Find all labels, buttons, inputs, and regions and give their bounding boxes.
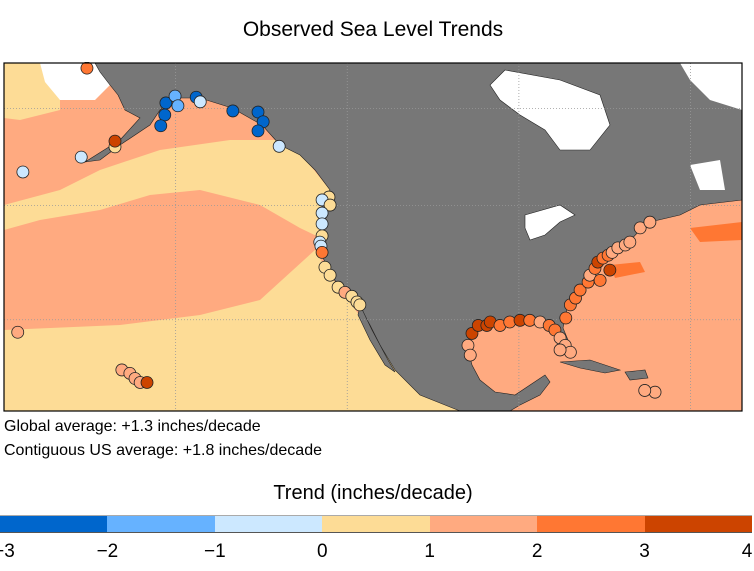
station-marker — [315, 217, 329, 231]
station-marker — [603, 263, 617, 277]
arctic-ice — [40, 63, 110, 100]
hispaniola — [624, 369, 649, 381]
station-marker — [16, 165, 30, 179]
legend-tick-label: 3 — [639, 541, 650, 562]
baja-california — [357, 304, 396, 373]
ocean-high-trend-zone — [610, 262, 645, 278]
legend-swatch — [0, 515, 108, 533]
station-marker — [463, 348, 477, 362]
station-marker — [593, 273, 607, 287]
station-marker — [559, 311, 573, 325]
station-marker — [553, 343, 567, 357]
station-marker — [193, 95, 207, 109]
station-marker — [80, 62, 94, 75]
station-marker — [158, 108, 172, 122]
ocean-high-trend-zone — [690, 222, 742, 242]
station-marker — [573, 283, 587, 297]
legend-swatch — [322, 515, 430, 533]
station-marker — [315, 246, 329, 259]
station-marker — [140, 376, 154, 389]
legend-title: Trend (inches/decade) — [273, 482, 473, 504]
legend-tick-label: −1 — [204, 541, 226, 562]
legend-swatch — [537, 515, 645, 533]
ocean-low-trend-zone — [4, 140, 330, 240]
station-marker — [11, 325, 25, 339]
cuba — [559, 359, 622, 374]
legend-tick-label: −2 — [96, 541, 119, 562]
station-marker — [272, 139, 286, 153]
station-marker — [323, 198, 337, 212]
station-marker — [171, 99, 185, 113]
station-marker — [251, 124, 265, 138]
legend-tick-label: 0 — [316, 541, 328, 562]
station-marker — [154, 119, 168, 133]
station-marker — [353, 298, 367, 312]
sea-level-map — [3, 62, 743, 412]
map-frame — [3, 62, 743, 412]
arctic-ice — [680, 63, 742, 190]
legend-tick-label: 4 — [741, 541, 753, 562]
station-marker — [108, 134, 122, 148]
legend-swatch — [107, 515, 215, 533]
map-title: Observed Sea Level Trends — [242, 18, 504, 41]
global-average-note: Global average: +1.3 inches/decade — [4, 418, 261, 435]
station-marker — [315, 206, 329, 220]
hudson-bay — [489, 69, 611, 151]
graticule — [4, 63, 742, 411]
station-marker — [74, 150, 88, 164]
legend-tick-label: 1 — [424, 541, 435, 562]
station-marker — [638, 384, 652, 397]
station-marker — [633, 221, 647, 235]
station-marker — [323, 268, 337, 282]
legend-tick-label: 2 — [531, 541, 543, 562]
station-marker — [226, 104, 240, 118]
station-marker — [643, 215, 657, 229]
great-lakes — [524, 204, 576, 241]
legend-swatch — [214, 515, 323, 533]
tide-gauge-stations — [11, 62, 662, 399]
us-average-note: Contiguous US average: +1.8 inches/decad… — [4, 442, 322, 459]
station-marker — [623, 235, 637, 249]
legend-swatch — [644, 515, 752, 533]
legend-swatch — [429, 515, 538, 533]
legend-tick-label: −3 — [0, 541, 15, 562]
